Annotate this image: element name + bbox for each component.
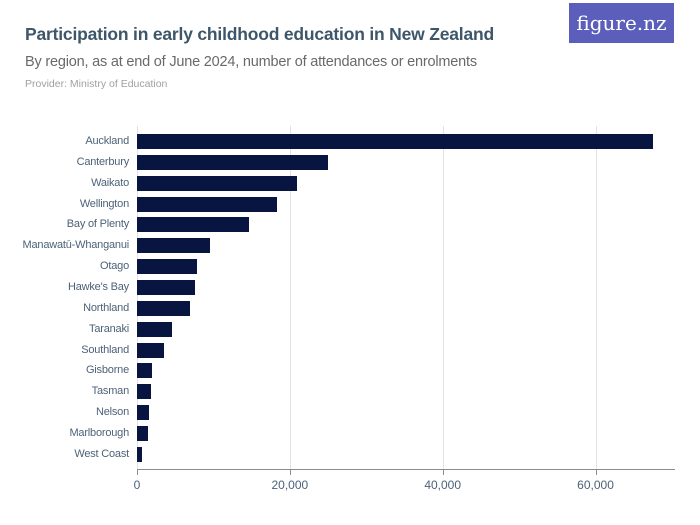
region-label-manawat-whanganui: Manawatū-Whanganui <box>22 239 130 252</box>
region-label-taranaki: Taranaki <box>89 322 129 335</box>
region-label-waikato: Waikato <box>91 176 129 189</box>
chart-provider: Provider: Ministry of Education <box>25 78 168 90</box>
region-label-southland: Southland <box>81 343 129 356</box>
bar-southland <box>137 342 164 358</box>
region-label-marlborough: Marlborough <box>69 426 129 439</box>
x-tick-40000 <box>442 470 444 475</box>
page-title: Participation in early childhood educati… <box>25 24 494 44</box>
region-label-nelson: Nelson <box>95 406 129 419</box>
bar-wellington <box>137 196 277 212</box>
gridline-20000 <box>289 126 291 469</box>
bar-nelson <box>137 405 150 421</box>
bar-marlborough <box>137 425 148 441</box>
bar-waikato <box>137 175 298 191</box>
bar-bay-of-plenty <box>137 217 250 233</box>
figure-nz-logo-text: figure.nz <box>576 11 667 35</box>
region-label-gisborne: Gisborne <box>85 364 129 377</box>
x-tick-20000 <box>289 470 291 475</box>
bar-gisborne <box>137 363 152 379</box>
region-label-hawke-s-bay: Hawke's Bay <box>67 280 129 293</box>
bar-otago <box>137 259 197 275</box>
figure-nz-logo[interactable]: figure.nz <box>569 3 674 43</box>
bar-tasman <box>137 384 151 400</box>
bar-northland <box>137 300 190 316</box>
region-label-northland: Northland <box>83 301 129 314</box>
gridline-0 <box>137 126 138 469</box>
region-label-bay-of-plenty: Bay of Plenty <box>66 218 129 231</box>
chart-subtitle: By region, as at end of June 2024, numbe… <box>25 54 477 70</box>
x-tick-60000 <box>595 470 597 475</box>
region-label-canterbury: Canterbury <box>76 155 130 168</box>
region-label-auckland: Auckland <box>85 135 129 147</box>
region-label-west-coast: West Coast <box>74 447 129 460</box>
x-tick-label-40000: 40,000 <box>424 478 462 492</box>
x-tick-label-20000: 20,000 <box>271 478 309 492</box>
x-tick-label-60000: 60,000 <box>577 478 614 492</box>
gridline-40000 <box>442 126 444 469</box>
bar-west-coast <box>137 446 143 462</box>
gridline-60000 <box>595 126 597 469</box>
bar-taranaki <box>137 321 173 337</box>
chart-header: Participation in early childhood educati… <box>25 24 545 90</box>
region-label-otago: Otago <box>100 260 129 273</box>
plot-area <box>137 126 675 470</box>
bar-hawke-s-bay <box>137 279 196 295</box>
region-label-wellington: Wellington <box>79 197 129 210</box>
x-tick-0 <box>137 470 138 475</box>
bar-auckland <box>137 134 653 149</box>
bar-manawat-whanganui <box>137 238 210 254</box>
x-axis: 0 20,000 40,000 60,000 <box>133 470 675 506</box>
bar-canterbury <box>137 154 329 170</box>
region-label-tasman: Tasman <box>91 385 130 398</box>
bar-chart: Auckland Canterbury Waikato Wellington Bay o… <box>0 126 700 506</box>
x-tick-label-0: 0 <box>133 478 141 492</box>
y-axis-labels: Auckland Canterbury Waikato Wellington Bay o… <box>0 126 130 469</box>
